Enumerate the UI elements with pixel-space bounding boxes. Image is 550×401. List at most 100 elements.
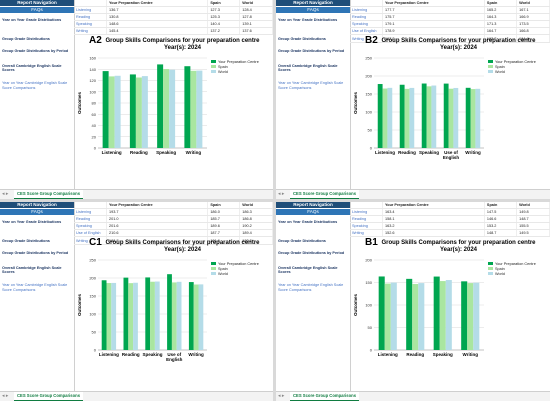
exam-level-code: B1 <box>365 237 378 248</box>
row-skill: Speaking <box>350 222 383 231</box>
bar-world <box>431 85 437 148</box>
sidebar-item-2[interactable]: Group Grade Distributions <box>278 238 326 243</box>
sidebar-item-2[interactable]: Group Grade Distributions <box>2 238 50 243</box>
cell-centre: 188.7 <box>106 236 209 245</box>
nav-faqs-link[interactable]: FAQs <box>276 6 350 13</box>
sheet-scroll-icon[interactable]: ◂ ▸ <box>2 393 9 399</box>
cell-spain: 147.5 <box>484 208 518 217</box>
quad-panel-b2: Report Navigation FAQs Year on Year Grade … <box>276 0 550 199</box>
y-tick-label: 40 <box>92 123 97 128</box>
y-tick-label: 0 <box>94 146 97 151</box>
sidebar-item-3[interactable]: Group Grade Distributions by Period <box>2 251 69 256</box>
x-tick-label: Listening <box>99 352 119 357</box>
sheet-tab-ces-score[interactable]: CES Score Group Comparisons <box>290 392 360 401</box>
cell-centre: 130.8 <box>106 13 209 22</box>
sidebar-item-4[interactable]: Overall Cambridge English Scale Scores <box>2 265 62 275</box>
sheet-tab-bar: ◂ ▸ CES Score Group Comparisons <box>276 189 550 199</box>
cell-world: 190.2 <box>239 222 273 231</box>
chart-title-line1: Group Skills Comparisons for your prepar… <box>105 240 260 246</box>
sidebar-item-1[interactable]: Year on Year Grade Distributions <box>2 220 62 224</box>
legend-swatch <box>211 272 216 275</box>
stats-table: Your Preparation Centre Spain World Listeni… <box>350 202 550 238</box>
nav-faqs-link[interactable]: FAQs <box>0 6 74 13</box>
y-axis-label: Outcomes <box>77 92 82 115</box>
cell-centre: 136.7 <box>106 6 209 15</box>
nav-header[interactable]: Report Navigation <box>0 0 74 6</box>
chart-title: Group Skills Comparisons for your prepar… <box>376 240 541 253</box>
bar-world <box>418 283 425 350</box>
sidebar-item-5[interactable]: Year on Year Cambridge English Scale Sco… <box>278 80 344 90</box>
sheet-tab-ces-score[interactable]: CES Score Group Comparisons <box>14 392 84 401</box>
sheet-tab-ces-score[interactable]: CES Score Group Comparisons <box>290 190 360 199</box>
table-row: Listening 177.7 165.2 167.1 <box>350 6 550 15</box>
cell-world: 139.1 <box>239 20 273 29</box>
x-tick-label: Reading <box>130 150 148 155</box>
sidebar-item-1[interactable]: Year on Year Grade Distributions <box>278 220 338 224</box>
sidebar-item-3[interactable]: Group Grade Distributions by Period <box>278 49 345 54</box>
legend-swatch <box>211 65 216 68</box>
bar-world <box>196 70 203 148</box>
bar-world <box>445 280 452 350</box>
sidebar-item-5[interactable]: Year on Year Cambridge English Scale Sco… <box>278 282 344 292</box>
table-row: Speaking 163.2 153.2 155.5 <box>350 222 550 231</box>
sheet-tab-ces-score[interactable]: CES Score Group Comparisons <box>14 190 84 199</box>
chart-title-line1: Group Skills Comparisons for your prepar… <box>381 240 536 246</box>
cell-spain: 163.7 <box>484 34 518 43</box>
column-header-centre: Your Preparation Centre <box>382 202 485 210</box>
report-navigation-sidebar: Report Navigation FAQs Year on Year Grade … <box>0 202 75 401</box>
y-tick-label: 250 <box>365 56 372 61</box>
nav-header[interactable]: Report Navigation <box>276 0 350 6</box>
sidebar-item-2[interactable]: Group Grade Distributions <box>278 36 326 41</box>
nav-header[interactable]: Report Navigation <box>276 202 350 208</box>
cell-centre: 163.2 <box>382 222 485 231</box>
table-header-row: Your Preparation Centre Spain World <box>350 0 550 8</box>
sidebar-item-1[interactable]: Year on Year Grade Distributions <box>2 18 62 22</box>
x-tick-label-cont: English <box>443 155 460 160</box>
cell-spain: 165.2 <box>484 6 518 15</box>
cell-spain: 153.2 <box>484 222 518 231</box>
row-skill: Writing <box>74 27 107 36</box>
bar-world <box>453 87 459 148</box>
bar-spain <box>448 88 454 148</box>
bar-centre <box>129 74 136 148</box>
sidebar-item-5[interactable]: Year on Year Cambridge English Scale Sco… <box>2 80 68 90</box>
cell-world: 189.4 <box>239 229 273 238</box>
sidebar-item-4[interactable]: Overall Cambridge English Scale Scores <box>278 265 338 275</box>
cell-spain: 164.7 <box>484 27 518 36</box>
nav-faqs-link[interactable]: FAQs <box>0 208 74 215</box>
nav-header[interactable]: Report Navigation <box>0 202 74 208</box>
sheet-scroll-icon[interactable]: ◂ ▸ <box>278 393 285 399</box>
bar-world <box>198 284 204 350</box>
cell-centre: 163.4 <box>382 208 485 217</box>
sidebar-item-5[interactable]: Year on Year Cambridge English Scale Sco… <box>2 282 68 292</box>
chart-title-line2: Year(s): 2024 <box>163 44 202 51</box>
sidebar-item-2[interactable]: Group Grade Distributions <box>2 36 50 41</box>
bar-centre <box>102 71 109 148</box>
y-tick-label: 200 <box>365 258 372 263</box>
bar-centre <box>399 84 405 148</box>
sidebar-item-3[interactable]: Group Grade Distributions by Period <box>2 49 69 54</box>
cell-centre: 167.2 <box>382 34 485 43</box>
sidebar-item-4[interactable]: Overall Cambridge English Scale Scores <box>2 63 62 73</box>
y-tick-label: 60 <box>92 112 97 117</box>
x-tick-label: Speaking <box>142 352 162 357</box>
report-navigation-sidebar: Report Navigation FAQs Year on Year Grade … <box>276 0 351 199</box>
sidebar-item-1[interactable]: Year on Year Grade Distributions <box>278 18 338 22</box>
x-tick-label: Reading <box>398 150 416 155</box>
sheet-scroll-icon[interactable]: ◂ ▸ <box>278 191 285 197</box>
legend-label: Spain <box>218 267 228 271</box>
sidebar-item-3[interactable]: Group Grade Distributions by Period <box>278 251 345 256</box>
column-header-spain: Spain <box>484 0 518 8</box>
bar-world <box>473 282 480 350</box>
bar-centre <box>433 276 440 350</box>
sidebar-item-4[interactable]: Overall Cambridge English Scale Scores <box>278 63 338 73</box>
y-tick-label: 80 <box>92 101 97 106</box>
column-header-world: World <box>516 0 550 8</box>
sheet-scroll-icon[interactable]: ◂ ▸ <box>2 191 9 197</box>
bar-centre <box>167 274 172 350</box>
y-tick-label: 250 <box>89 258 96 263</box>
cell-spain: 125.3 <box>207 13 241 22</box>
row-skill: Reading <box>74 215 107 224</box>
nav-faqs-link[interactable]: FAQs <box>276 208 350 215</box>
